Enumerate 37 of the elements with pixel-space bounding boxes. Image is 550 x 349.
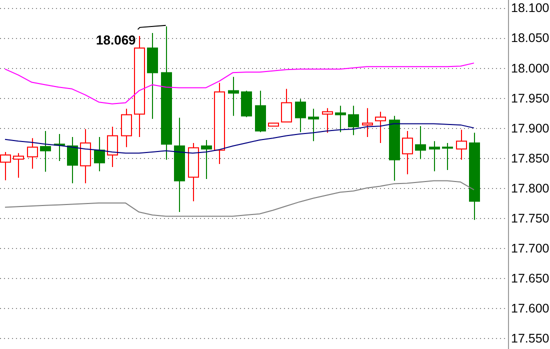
candlestick	[402, 130, 413, 175]
candlestick	[362, 108, 373, 138]
candlestick	[107, 126, 118, 168]
candlestick	[456, 129, 467, 160]
candlestick	[67, 136, 78, 184]
candlestick	[121, 108, 132, 148]
y-tick-label: 17.600	[511, 302, 550, 316]
y-tick-label: 17.550	[511, 332, 550, 346]
candlestick	[322, 108, 333, 134]
y-tick-label: 17.700	[511, 241, 550, 256]
y-tick-label: 17.950	[511, 91, 550, 106]
candlestick	[429, 140, 440, 172]
candlestick	[13, 152, 24, 178]
candlestick	[348, 105, 359, 136]
candlestick	[295, 98, 306, 133]
candlestick	[94, 136, 105, 172]
candlestick	[375, 111, 386, 144]
candlestick	[228, 76, 239, 116]
candlestick	[201, 139, 212, 180]
candlestick	[281, 88, 292, 122]
y-tick-label: 18.050	[511, 31, 550, 46]
candlestick	[442, 142, 453, 170]
candlestick	[335, 105, 346, 133]
y-tick-label: 17.850	[511, 151, 550, 166]
candlestick	[415, 126, 426, 160]
candlestick	[80, 128, 91, 184]
y-tick-label: 17.750	[511, 211, 550, 226]
y-tick-label: 17.650	[511, 271, 550, 286]
candlestick	[308, 108, 319, 142]
candlestick	[27, 138, 38, 170]
annotation: 18.069	[96, 32, 136, 48]
y-tick-label: 18.000	[511, 61, 550, 76]
candlestick	[40, 130, 51, 172]
y-tick-label: 17.800	[511, 181, 550, 196]
y-tick-label: 17.900	[511, 121, 550, 136]
line-series	[4, 62, 474, 104]
y-tick-label: 18.100	[511, 1, 550, 16]
